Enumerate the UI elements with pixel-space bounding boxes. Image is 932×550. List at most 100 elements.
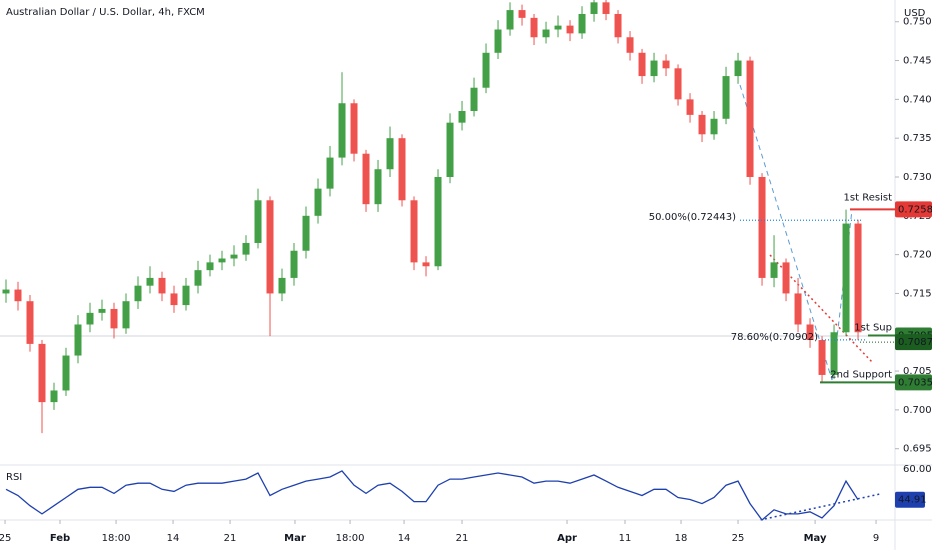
- candle-body: [374, 169, 382, 205]
- y-tick-label: 0.69500: [903, 444, 932, 455]
- candle-body: [218, 258, 226, 263]
- candle-body: [302, 215, 310, 251]
- candle-body: [62, 355, 70, 391]
- candle-body: [710, 118, 718, 135]
- candle-body: [230, 254, 238, 259]
- level-price-label-box: [895, 374, 932, 391]
- x-tick-label: 25: [0, 533, 11, 544]
- candle-body: [602, 2, 610, 14]
- level-name: 1st Resist: [844, 192, 893, 203]
- candle-body: [278, 277, 286, 294]
- candle-body: [626, 37, 634, 53]
- candle-body: [170, 293, 178, 306]
- candle-body: [746, 60, 754, 177]
- fib-label: 50.00%(0.72443): [649, 212, 736, 223]
- candle-body: [86, 312, 94, 325]
- candle-body: [686, 99, 694, 115]
- candle-body: [2, 289, 10, 294]
- level-name: 2nd Support: [830, 369, 892, 380]
- candle-body: [206, 262, 214, 271]
- level-name: 1st Sup: [854, 323, 892, 334]
- candle-body: [638, 52, 646, 77]
- candle-body: [470, 87, 478, 112]
- candle-body: [110, 308, 118, 329]
- x-tick-label: 21: [224, 533, 237, 544]
- current-price-label-box: [895, 334, 932, 351]
- candle-body: [314, 188, 322, 216]
- x-tick-label: 25: [732, 533, 745, 544]
- x-tick-label: 14: [398, 533, 411, 544]
- candle-body: [494, 29, 502, 53]
- x-tick-label: 18:00: [102, 533, 131, 544]
- candle-body: [386, 138, 394, 170]
- candle-body: [458, 111, 466, 123]
- x-tick-label: 18: [675, 533, 688, 544]
- candle-body: [590, 2, 598, 14]
- candle-body: [650, 60, 658, 77]
- candle-body: [518, 10, 526, 18]
- candle-body: [734, 60, 742, 77]
- candle-body: [74, 324, 82, 356]
- y-tick-label: 0.72000: [903, 250, 932, 261]
- level-price-label: 0.72583: [898, 204, 932, 215]
- rsi-line: [5, 470, 859, 521]
- candle-body: [506, 10, 514, 30]
- candle-body: [446, 122, 454, 177]
- candle-body: [50, 390, 58, 403]
- candle-body: [758, 176, 766, 278]
- candle-body: [482, 52, 490, 88]
- candle-body: [362, 153, 370, 205]
- candle-body: [614, 13, 622, 38]
- candle-body: [26, 301, 34, 344]
- x-tick-label: 9: [873, 533, 879, 544]
- y-tick-label: 0.75000: [903, 17, 932, 28]
- candle-body: [194, 270, 202, 286]
- rsi-tick-label: 60.00: [903, 464, 932, 475]
- candle-body: [182, 285, 190, 306]
- x-tick-label: Feb: [50, 533, 70, 544]
- candle-body: [242, 242, 250, 255]
- candle-body: [134, 285, 142, 302]
- candle-body: [122, 301, 130, 329]
- level-price-label: 0.70354: [898, 377, 932, 388]
- chart-title: Australian Dollar / U.S. Dollar, 4h, FXC…: [6, 7, 205, 18]
- y-tick-label: 0.74500: [903, 56, 932, 67]
- y-tick-label: 0.70500: [903, 366, 932, 377]
- candle-body: [326, 157, 334, 189]
- x-tick-label: 14: [167, 533, 180, 544]
- rsi-label: RSI: [6, 472, 22, 483]
- x-tick-label: Mar: [284, 533, 306, 544]
- candle-body: [146, 277, 154, 286]
- candle-body: [530, 17, 538, 38]
- candle-body: [350, 103, 358, 154]
- candle-body: [782, 262, 790, 294]
- x-tick-label: May: [804, 533, 827, 544]
- y-tick-label: 0.71500: [903, 288, 932, 299]
- rsi-value-box: [895, 491, 925, 508]
- candle-body: [542, 29, 550, 38]
- x-tick-label: 21: [456, 533, 469, 544]
- candle-body: [338, 103, 346, 158]
- candle-body: [410, 200, 418, 263]
- candle-body: [98, 308, 106, 313]
- candle-body: [434, 176, 442, 267]
- candle-body: [398, 138, 406, 201]
- candle-body: [722, 76, 730, 119]
- candle-body: [14, 289, 22, 302]
- level-price-label-box: [895, 201, 932, 218]
- x-tick-label: 11: [619, 533, 632, 544]
- candle-body: [842, 223, 850, 333]
- candle-body: [38, 343, 46, 403]
- y-tick-label: 0.74000: [903, 94, 932, 105]
- rsi-value-label: 44.91: [898, 495, 927, 506]
- candle-body: [662, 60, 670, 69]
- candle-body: [674, 68, 682, 100]
- x-tick-label: Apr: [557, 533, 577, 544]
- candle-body: [794, 293, 802, 325]
- candle-body: [830, 332, 838, 375]
- candle-body: [158, 277, 166, 294]
- candle-body: [254, 200, 262, 243]
- currency-label: USD: [904, 8, 926, 19]
- fib-label: 78.60%(0.70902): [731, 332, 818, 343]
